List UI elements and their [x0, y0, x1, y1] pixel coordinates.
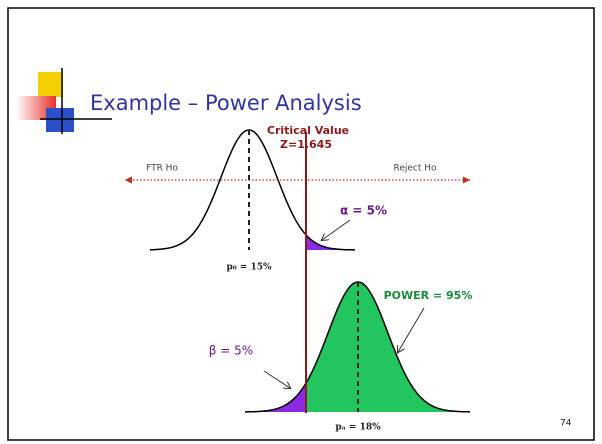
- deco-yellow: [38, 72, 63, 97]
- slide-title: Example – Power Analysis: [90, 91, 362, 115]
- beta-label: β = 5%: [209, 344, 253, 358]
- reject-label: Reject Ho: [393, 164, 437, 174]
- deco-blue: [46, 108, 74, 132]
- page-number: 74: [560, 419, 572, 429]
- critical-value-label: Critical Value: [267, 124, 349, 137]
- pa-label: pₐ = 18%: [335, 423, 381, 433]
- alpha-arrow: [322, 219, 351, 240]
- ftr-label: FTR Ho: [146, 164, 178, 174]
- p0-label: p₀ = 15%: [226, 263, 272, 273]
- slide-border: [7, 7, 595, 441]
- z-value-label: Z=1.645: [280, 138, 332, 151]
- beta-arrow: [263, 370, 290, 388]
- power-label: POWER = 95%: [384, 289, 473, 302]
- alpha-area: [306, 234, 355, 250]
- h0-curve: [149, 129, 355, 251]
- beta-area: [245, 383, 306, 412]
- alpha-label: α = 5%: [340, 204, 387, 218]
- power-arrow: [398, 307, 425, 352]
- power-area: [306, 282, 470, 412]
